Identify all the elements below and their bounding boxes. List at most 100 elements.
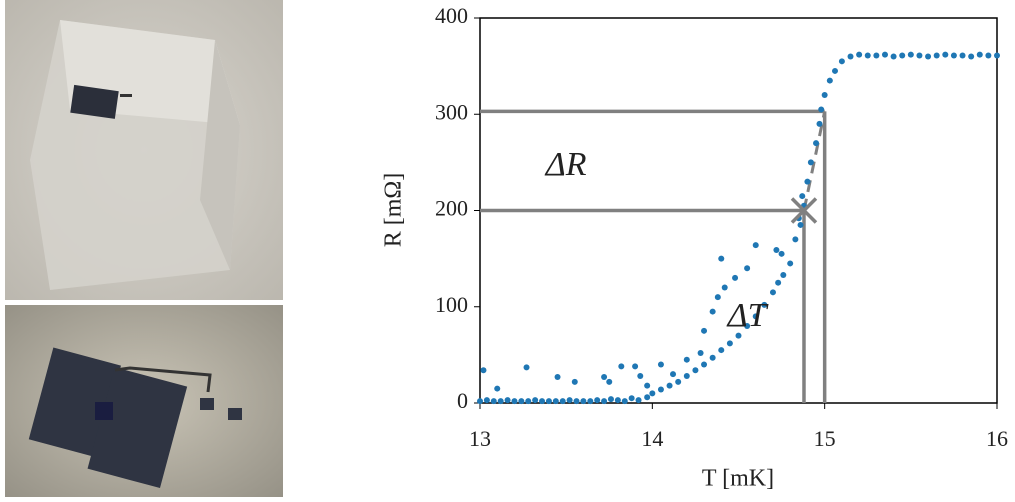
point [644,382,651,389]
point [838,58,845,65]
annotation: ΔR [544,146,587,183]
point [697,349,704,356]
point [752,313,759,320]
point [607,396,614,403]
point [518,398,525,405]
point [916,52,923,59]
point [832,67,839,74]
point [670,371,677,378]
cross-marker [790,197,818,224]
guide-dashed [802,111,827,211]
point [525,398,532,405]
point [787,260,794,267]
point [532,397,539,404]
point [721,284,728,291]
point [718,347,725,354]
point [709,354,716,361]
point [744,323,751,329]
point [735,332,742,339]
point [571,378,578,385]
point [635,397,642,404]
point [769,289,776,296]
point [480,367,487,374]
point [813,140,820,147]
point [594,397,601,404]
point [483,397,490,404]
point [559,398,566,405]
y-tick-label: 400 [435,3,468,28]
point [950,52,957,59]
point [628,395,635,402]
point [816,120,823,127]
point [821,92,828,98]
point [637,373,644,380]
point [644,394,651,401]
point [692,367,699,374]
point [804,178,811,185]
point [477,398,483,405]
photo-bottom [5,305,283,497]
point [818,106,825,113]
point [778,250,785,257]
point [799,193,806,200]
point [797,221,804,228]
point [554,374,561,381]
point [864,52,871,59]
point [601,374,608,381]
point [826,77,833,84]
point [657,361,664,368]
point [907,51,914,58]
point [780,271,787,278]
photo-top [5,0,283,300]
point [657,386,664,393]
x-tick-label: 13 [469,426,491,451]
point [856,51,863,58]
point [587,398,594,405]
point [566,397,573,404]
x-tick-label: 15 [814,426,836,451]
point [666,382,673,389]
point [539,398,546,405]
x-tick-label: 14 [641,426,663,451]
point [881,51,888,58]
point [847,53,854,60]
point [701,327,708,334]
point [523,364,530,371]
point [985,52,992,59]
point [683,373,690,380]
point [632,363,639,370]
point [925,53,932,60]
point [775,279,782,286]
x-tick-label: 16 [986,426,1008,451]
y-tick-label: 100 [435,292,468,317]
point [792,236,799,243]
point [497,398,504,405]
point [744,265,751,272]
point [601,398,608,405]
point [959,52,966,59]
point [614,397,621,404]
point [933,52,940,59]
point [649,390,656,397]
point [752,242,759,249]
y-axis-label: R [mΩ] [381,173,407,248]
point [709,308,716,315]
annotation: ΔT [726,297,769,334]
point [511,398,518,405]
point [968,53,975,60]
point [732,274,739,281]
point [683,356,690,363]
point [994,52,1000,59]
point [701,361,708,368]
y-tick-label: 300 [435,99,468,124]
point [552,398,559,405]
point [618,363,625,370]
point [718,255,725,262]
x-axis-label: T [mK] [702,466,774,492]
point [899,52,906,59]
point [761,301,768,308]
y-tick-label: 200 [435,196,468,221]
point [976,51,983,58]
point [942,51,949,58]
